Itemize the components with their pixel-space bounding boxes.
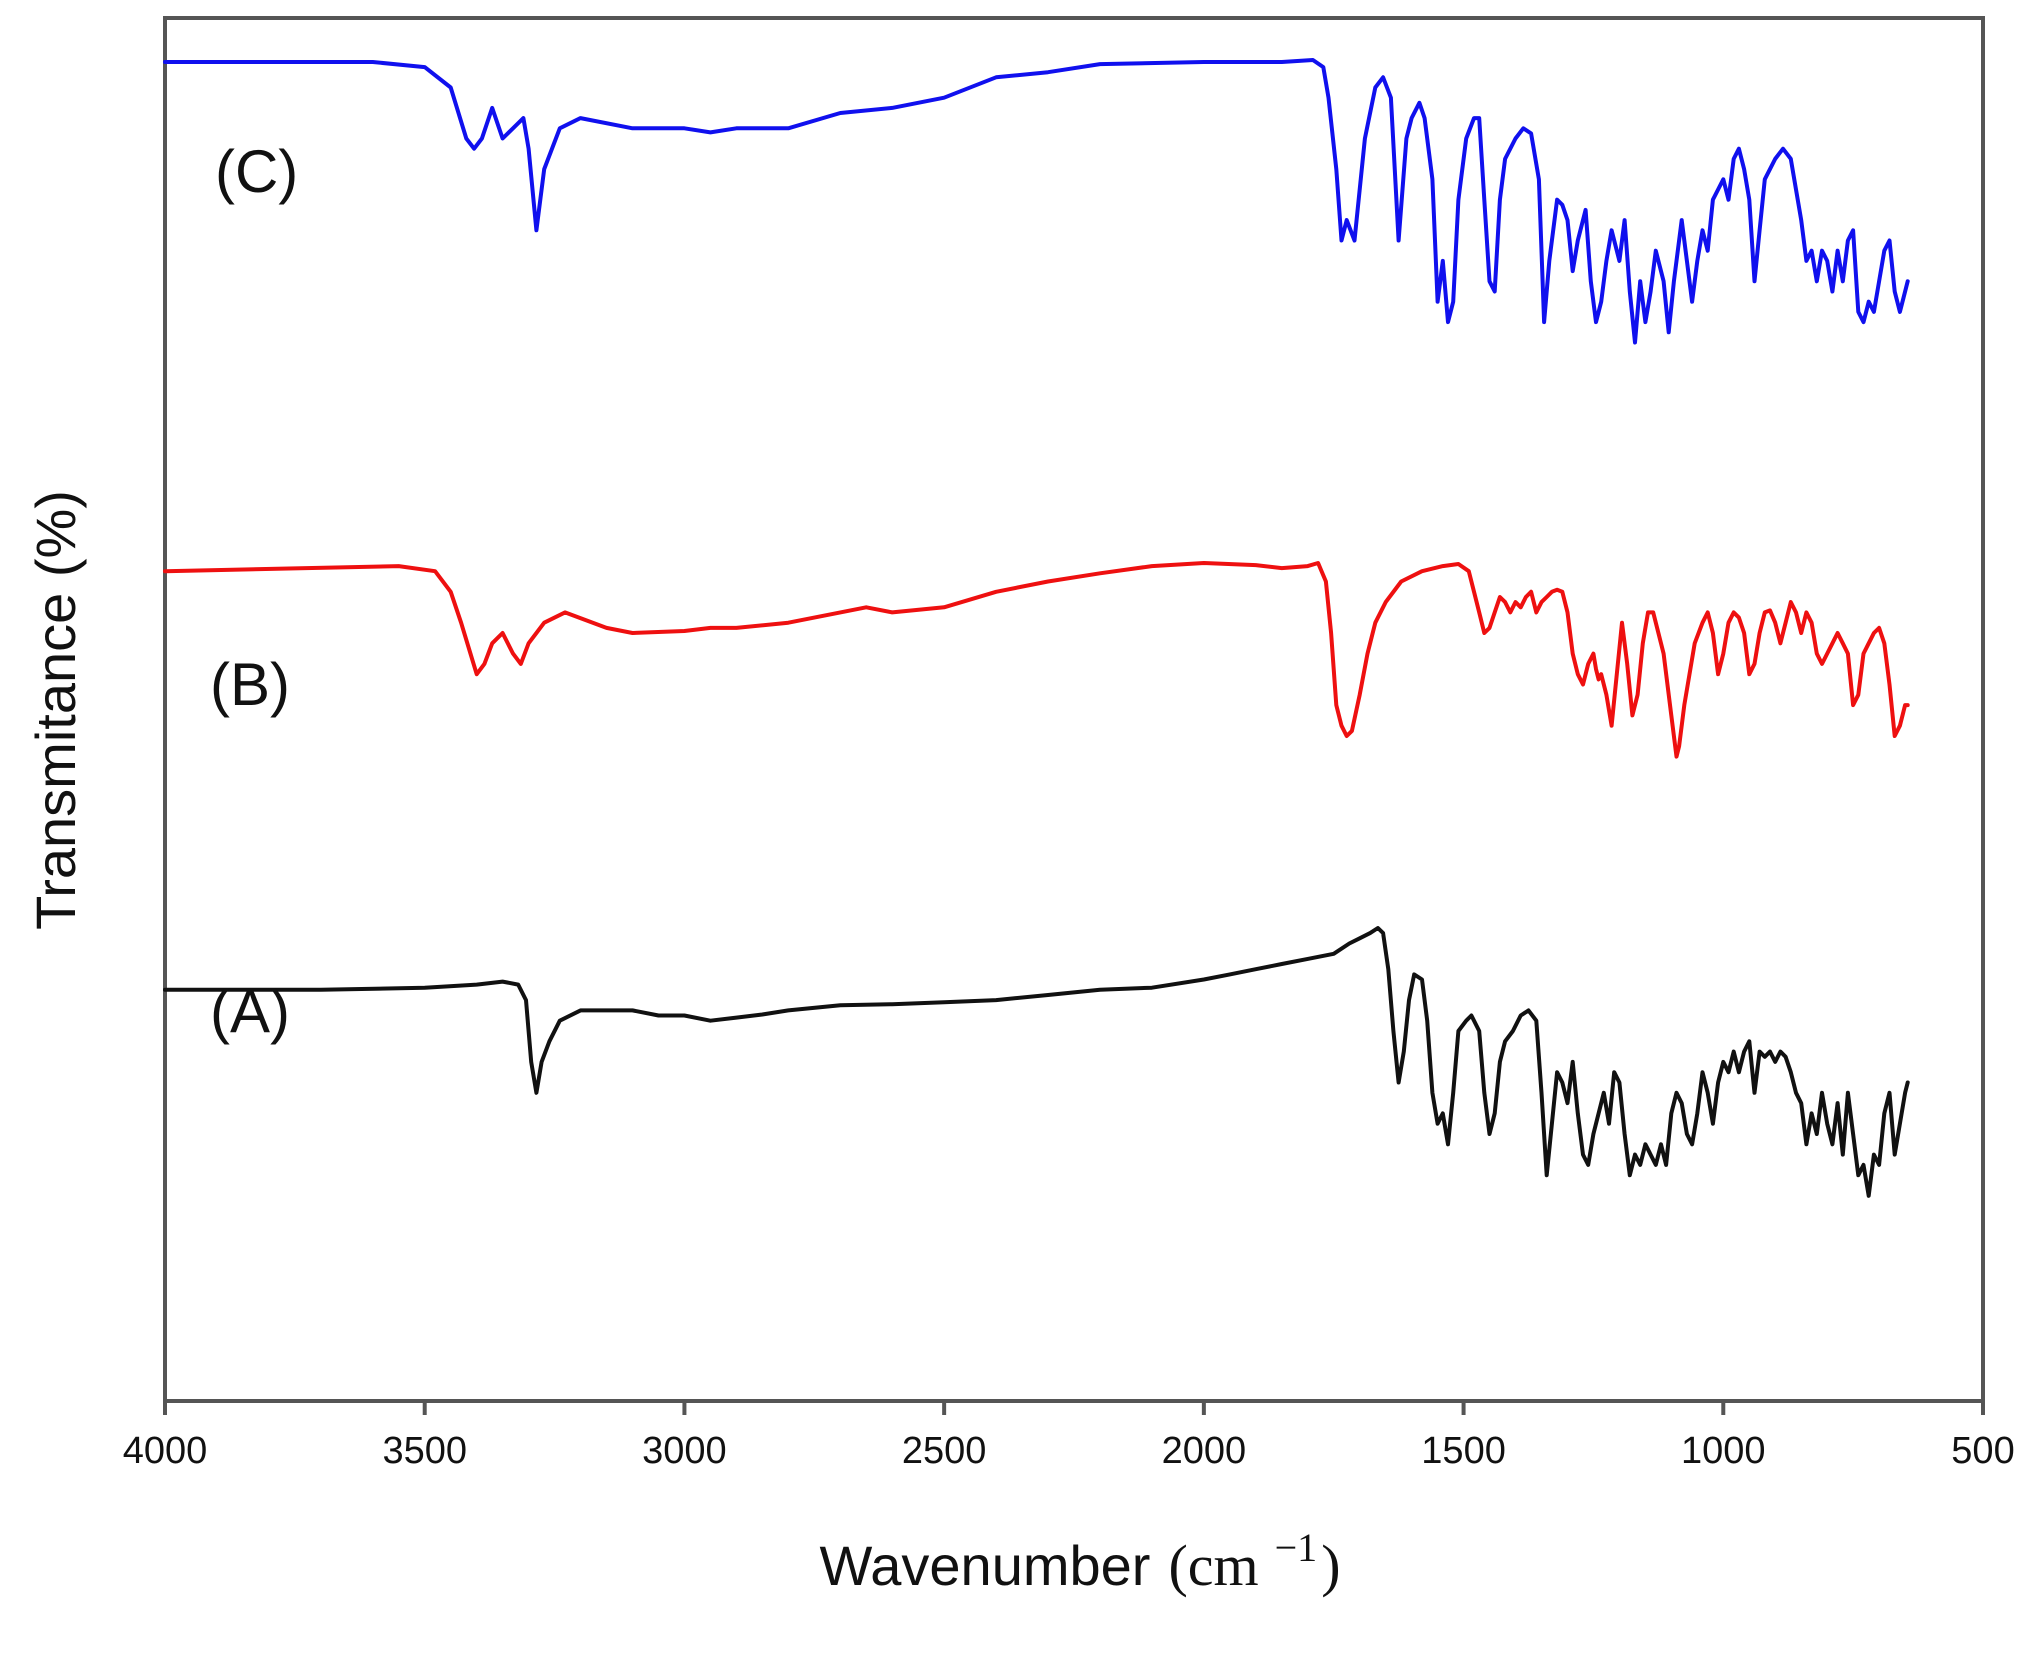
x-axis-unit-base: cm bbox=[1188, 1533, 1259, 1598]
spectrum-line-a bbox=[163, 926, 1910, 1198]
series-label-c: (C) bbox=[215, 138, 298, 205]
x-axis-title-text: Wavenumber bbox=[819, 1534, 1150, 1597]
x-tick-label-2500: 2500 bbox=[902, 1430, 987, 1472]
x-tick-label-1500: 1500 bbox=[1421, 1430, 1506, 1472]
plot-area: 4000 3500 3000 2500 2000 1500 1000 500 bbox=[123, 16, 2015, 1472]
plot-frame bbox=[163, 16, 1985, 1403]
spectrum-line-c bbox=[163, 58, 1910, 345]
x-axis-unit-exponent: −1 bbox=[1275, 1525, 1318, 1570]
x-tick-label-3500: 3500 bbox=[382, 1430, 467, 1472]
x-tick-label-1000: 1000 bbox=[1681, 1430, 1766, 1472]
x-axis-unit-open: ( bbox=[1168, 1533, 1187, 1598]
x-axis-ticks: 4000 3500 3000 2500 2000 1500 1000 500 bbox=[123, 1401, 2015, 1472]
x-tick-label-3000: 3000 bbox=[642, 1430, 727, 1472]
series-labels: (C) (B) (A) bbox=[210, 138, 298, 1045]
series-label-b: (B) bbox=[210, 651, 290, 718]
x-tick-label-2000: 2000 bbox=[1162, 1430, 1247, 1472]
y-axis-title: Transmitance (%) bbox=[24, 490, 87, 930]
x-tick-label-4000: 4000 bbox=[123, 1430, 208, 1472]
spectrum-line-b bbox=[163, 561, 1910, 759]
series-group bbox=[163, 58, 1910, 1198]
x-axis-unit-close: ) bbox=[1321, 1533, 1340, 1598]
x-axis-title: Wavenumber (cm −1 ) bbox=[819, 1525, 1340, 1598]
series-label-a: (A) bbox=[210, 978, 290, 1045]
x-tick-label-500: 500 bbox=[1951, 1430, 2014, 1472]
